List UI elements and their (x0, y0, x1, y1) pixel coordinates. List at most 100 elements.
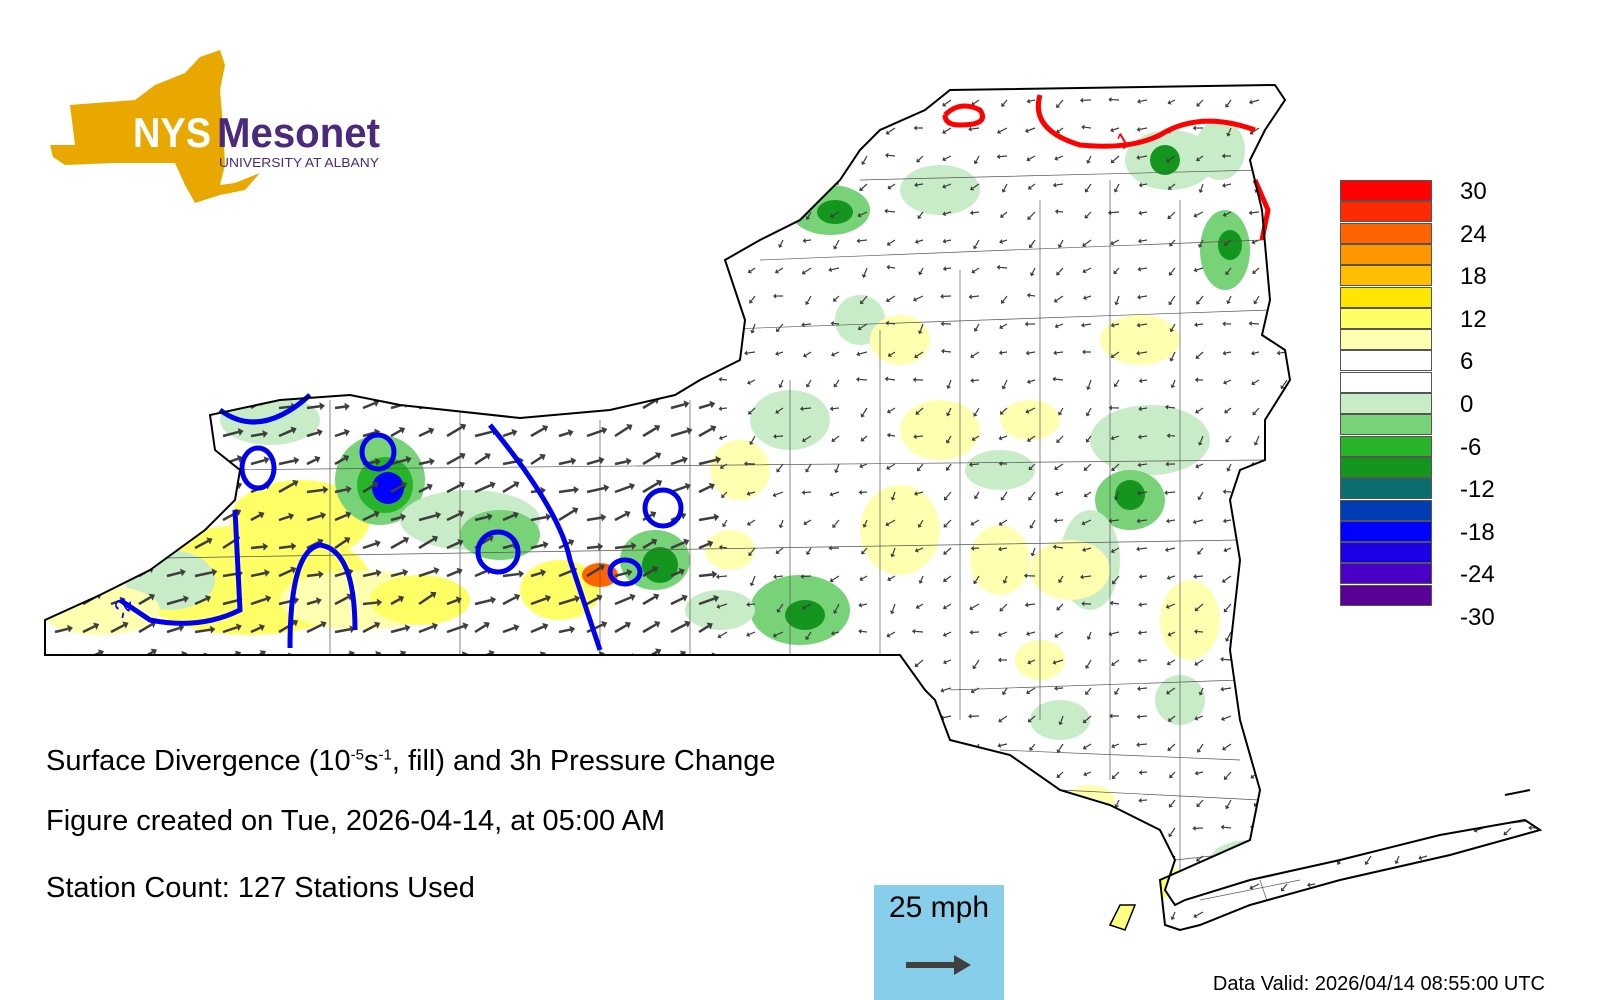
wind-vector (306, 345, 323, 354)
wind-vector (861, 687, 868, 693)
wind-vector-head (455, 205, 462, 214)
wind-vector (776, 715, 784, 718)
wind-vector (1029, 211, 1036, 219)
wind-vector (1477, 854, 1484, 857)
wind-vector (586, 566, 602, 578)
nys-mesonet-logo: NYS Mesonet UNIVERSITY AT ALBANY (50, 50, 380, 203)
wind-vector-head (92, 514, 99, 523)
wind-vector (1140, 687, 1148, 690)
wind-vector-head (802, 185, 808, 190)
wind-vector (803, 855, 812, 861)
wind-vector (919, 519, 924, 526)
wind-vector-head (832, 297, 838, 302)
wind-vector (1057, 799, 1064, 804)
wind-vector-head (343, 537, 351, 544)
wind-vector (1028, 351, 1036, 354)
wind-vector-head (801, 909, 805, 915)
wind-vector-head (1416, 741, 1421, 747)
wind-vector (1030, 183, 1036, 188)
legend-swatch (1340, 180, 1432, 201)
wind-vector (888, 322, 896, 325)
legend-label: -30 (1460, 604, 1495, 631)
wind-vector (1060, 715, 1064, 723)
wind-vector (1310, 575, 1316, 580)
wind-vector-head (745, 884, 750, 889)
wind-vector (752, 827, 756, 834)
wind-vector-head (775, 351, 780, 356)
wind-vector (110, 599, 122, 606)
wind-vector (278, 482, 295, 494)
wind-vector (1310, 407, 1316, 413)
wind-vector (892, 659, 896, 666)
wind-vector-head (973, 580, 978, 585)
wind-vector (943, 743, 952, 746)
wind-vector (749, 799, 756, 807)
wind-vector (54, 708, 67, 718)
wind-vector (642, 905, 653, 914)
wind-vector-head (713, 903, 720, 912)
contour-label-negative: -2 (108, 597, 136, 621)
wind-vector-head (1505, 326, 1510, 331)
wind-vector-head (746, 632, 751, 637)
wind-vector (614, 315, 629, 326)
wind-vector (1197, 295, 1204, 303)
wind-vector (614, 349, 627, 354)
wind-vector-head (627, 149, 633, 158)
wind-vector (974, 435, 980, 440)
wind-vector-head (291, 619, 299, 627)
wind-vector (1533, 463, 1540, 470)
wind-vector-head (970, 378, 974, 384)
wind-vector (1116, 799, 1120, 806)
wind-vector (805, 183, 812, 189)
wind-vector-head (1136, 881, 1141, 888)
wind-vector (670, 541, 686, 550)
wind-vector-head (722, 722, 727, 727)
wind-vector-head (344, 792, 351, 800)
wind-vector-head (1167, 631, 1172, 637)
wind-vector-head (650, 146, 658, 154)
wind-vector (1309, 659, 1316, 665)
wind-vector (278, 515, 290, 522)
wind-vector (777, 267, 784, 272)
divergence-fill-region (520, 560, 600, 620)
wind-vector-head (121, 510, 129, 518)
wind-vector-head (749, 582, 755, 587)
wind-vector (614, 852, 631, 858)
wind-vector-head (460, 289, 467, 298)
wind-vector (1140, 463, 1148, 466)
wind-vector (945, 211, 952, 215)
wind-vector (1086, 183, 1092, 191)
wind-vector-head (999, 239, 1003, 244)
wind-vector (973, 99, 980, 105)
wind-vector-head (484, 735, 491, 744)
wind-vector (670, 264, 685, 270)
wind-vector (1084, 239, 1092, 246)
wind-vector-head (720, 860, 726, 865)
nys-state-shape-icon (50, 50, 260, 203)
wind-vector-head (458, 119, 465, 128)
wind-vector-head (399, 258, 406, 266)
wind-vector (166, 571, 182, 578)
wind-vector-head (376, 598, 383, 607)
wind-vector-head (95, 398, 102, 406)
wind-vector-head (885, 521, 890, 527)
wind-vector-head (886, 297, 891, 303)
wind-vector-head (146, 538, 153, 546)
wind-vector (334, 405, 346, 410)
wind-vector (1477, 715, 1484, 722)
wind-vector-head (917, 776, 922, 781)
wind-vector-head (511, 286, 518, 294)
wind-vector-head (181, 512, 188, 521)
wind-vector (642, 846, 658, 858)
wind-vector-head (1080, 322, 1085, 328)
wind-vector-head (428, 427, 435, 435)
wind-vector (1225, 183, 1232, 186)
wind-vector (222, 289, 240, 298)
wind-vector (642, 344, 654, 354)
wind-vector-head (594, 343, 601, 351)
wind-vector-head (1474, 852, 1479, 858)
wind-vector-head (833, 609, 838, 614)
wind-vector (166, 709, 182, 718)
wind-vector (446, 797, 459, 802)
wind-vector (642, 121, 653, 130)
